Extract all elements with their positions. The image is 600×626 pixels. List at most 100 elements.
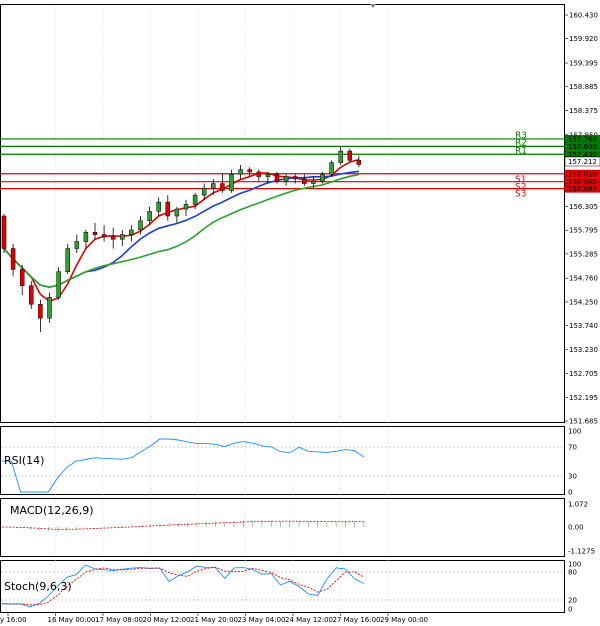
rsi-tick-label: 0: [568, 489, 572, 497]
moving-average-line-1: [3, 158, 360, 303]
candle-body: [229, 173, 234, 191]
time-tick-label: 23 May 04:00: [238, 616, 286, 624]
stoch-k-line: [1, 564, 365, 608]
price-tick-label: 155.795: [569, 227, 598, 235]
level-label-s2: S2: [515, 183, 526, 193]
rsi-label: RSI(14): [4, 454, 44, 467]
price-tick-label: 153.740: [569, 322, 598, 330]
candle-body: [174, 208, 180, 217]
candle-body: [274, 173, 280, 182]
current-price: 157.212: [568, 158, 597, 166]
candle-body: [211, 183, 216, 189]
price-tick-label: 159.920: [569, 35, 598, 43]
price-tick-label: 152.705: [569, 370, 598, 378]
time-tick-label: 20 May 12:00: [143, 616, 191, 624]
candle-body: [356, 160, 362, 165]
price-axis: 160.430159.920159.395158.885158.375157.8…: [565, 12, 598, 426]
stoch-d-line: [1, 566, 365, 606]
level-tag-value: 157.600: [568, 143, 597, 151]
macd-signal-line: [1, 520, 364, 530]
candle-body: [19, 269, 25, 286]
level-label-r3: R3: [515, 131, 527, 141]
time-tick-label: 17 May 08:00: [95, 616, 143, 624]
candle-body: [192, 194, 198, 205]
macd-panel-frame: [0, 498, 565, 557]
current-price-tag: 157.212: [564, 156, 600, 167]
macd-axis: 1.072 0.00 -1.1275: [568, 501, 595, 556]
stoch-panel-frame: [0, 560, 565, 613]
rsi-axis: 100 70 30 0: [568, 428, 581, 497]
rsi-panel-frame: [0, 426, 565, 495]
candle-body: [120, 234, 125, 240]
time-axis: y 16:00 16 May 00:00 17 May 08:00 20 May 12…: [0, 613, 428, 624]
stoch-label: Stoch(9,6,3): [4, 580, 72, 593]
price-tick-label: 160.430: [569, 12, 598, 20]
level-tag-value: 157.010: [568, 170, 597, 178]
stoch-tick-label: 100: [568, 561, 581, 569]
price-tick-label: 154.760: [569, 275, 598, 283]
stoch-tick-label: 80: [568, 569, 577, 577]
level-tag-r1: [565, 150, 600, 159]
level-tag-r3: [565, 134, 600, 143]
candle-body: [1, 215, 7, 249]
level-tag-s2: [565, 177, 600, 186]
price-tick-label: 153.230: [569, 346, 598, 354]
level-tag-r2: [565, 142, 600, 151]
price-tick-label: 152.195: [569, 394, 598, 402]
price-tick-label: 151.685: [569, 418, 598, 426]
level-label-r2: R2: [515, 138, 527, 148]
macd-tick-label: 0.00: [568, 524, 584, 532]
candle-body: [320, 173, 325, 182]
candle-body: [38, 303, 43, 319]
level-tag-value: 157.760: [568, 135, 597, 143]
rsi-tick-label: 70: [568, 444, 577, 452]
stoch-indicator: [1, 564, 564, 608]
candle-body: [10, 248, 16, 270]
candle-body: [65, 248, 70, 272]
level-tag-value: 156.840: [568, 178, 597, 186]
shift-marker-icon[interactable]: [370, 4, 376, 8]
candle-body: [201, 187, 207, 196]
time-tick-label: 27 May 16:00: [333, 616, 381, 624]
level-label-s3: S3: [515, 190, 526, 200]
candle-body: [147, 211, 152, 221]
level-tag-value: 157.430: [568, 151, 597, 159]
candle-body: [347, 150, 353, 161]
candle-body: [110, 236, 116, 240]
level-tag-value: 156.690: [568, 185, 597, 193]
candle-body: [129, 229, 134, 235]
candle-body: [165, 201, 171, 217]
candle-body: [183, 204, 189, 210]
candle-body: [101, 234, 107, 238]
candles: [1, 146, 362, 333]
level-tag-s3: [565, 184, 600, 193]
price-tick-label: 158.885: [569, 83, 598, 91]
level-tag-s1: [565, 169, 600, 178]
candle-body: [238, 169, 243, 175]
candle-body: [92, 232, 98, 235]
candle-body: [156, 201, 161, 212]
candle-body: [265, 173, 271, 177]
time-tick-label: 16 May 00:00: [48, 616, 96, 624]
candle-body: [256, 171, 262, 177]
price-tick-label: 159.395: [569, 60, 598, 68]
candle-body: [283, 176, 289, 182]
rsi-tick-label: 100: [568, 428, 581, 436]
candle-body: [247, 169, 252, 173]
macd-tick-label: -1.1275: [568, 548, 595, 556]
candle-body: [74, 241, 80, 249]
macd-tick-label: 1.072: [568, 501, 588, 509]
macd-label: MACD(12,26,9): [10, 504, 94, 517]
price-tick-label: 156.305: [569, 203, 598, 211]
candle-body: [329, 162, 334, 175]
candle-body: [338, 150, 343, 163]
candle-body: [29, 285, 34, 305]
price-tick-label: 158.375: [569, 107, 598, 115]
macd-indicator: [1, 520, 365, 532]
rsi-tick-label: 30: [568, 473, 577, 481]
candle-body: [302, 178, 307, 184]
time-tick-label: 21 May 20:00: [190, 616, 238, 624]
